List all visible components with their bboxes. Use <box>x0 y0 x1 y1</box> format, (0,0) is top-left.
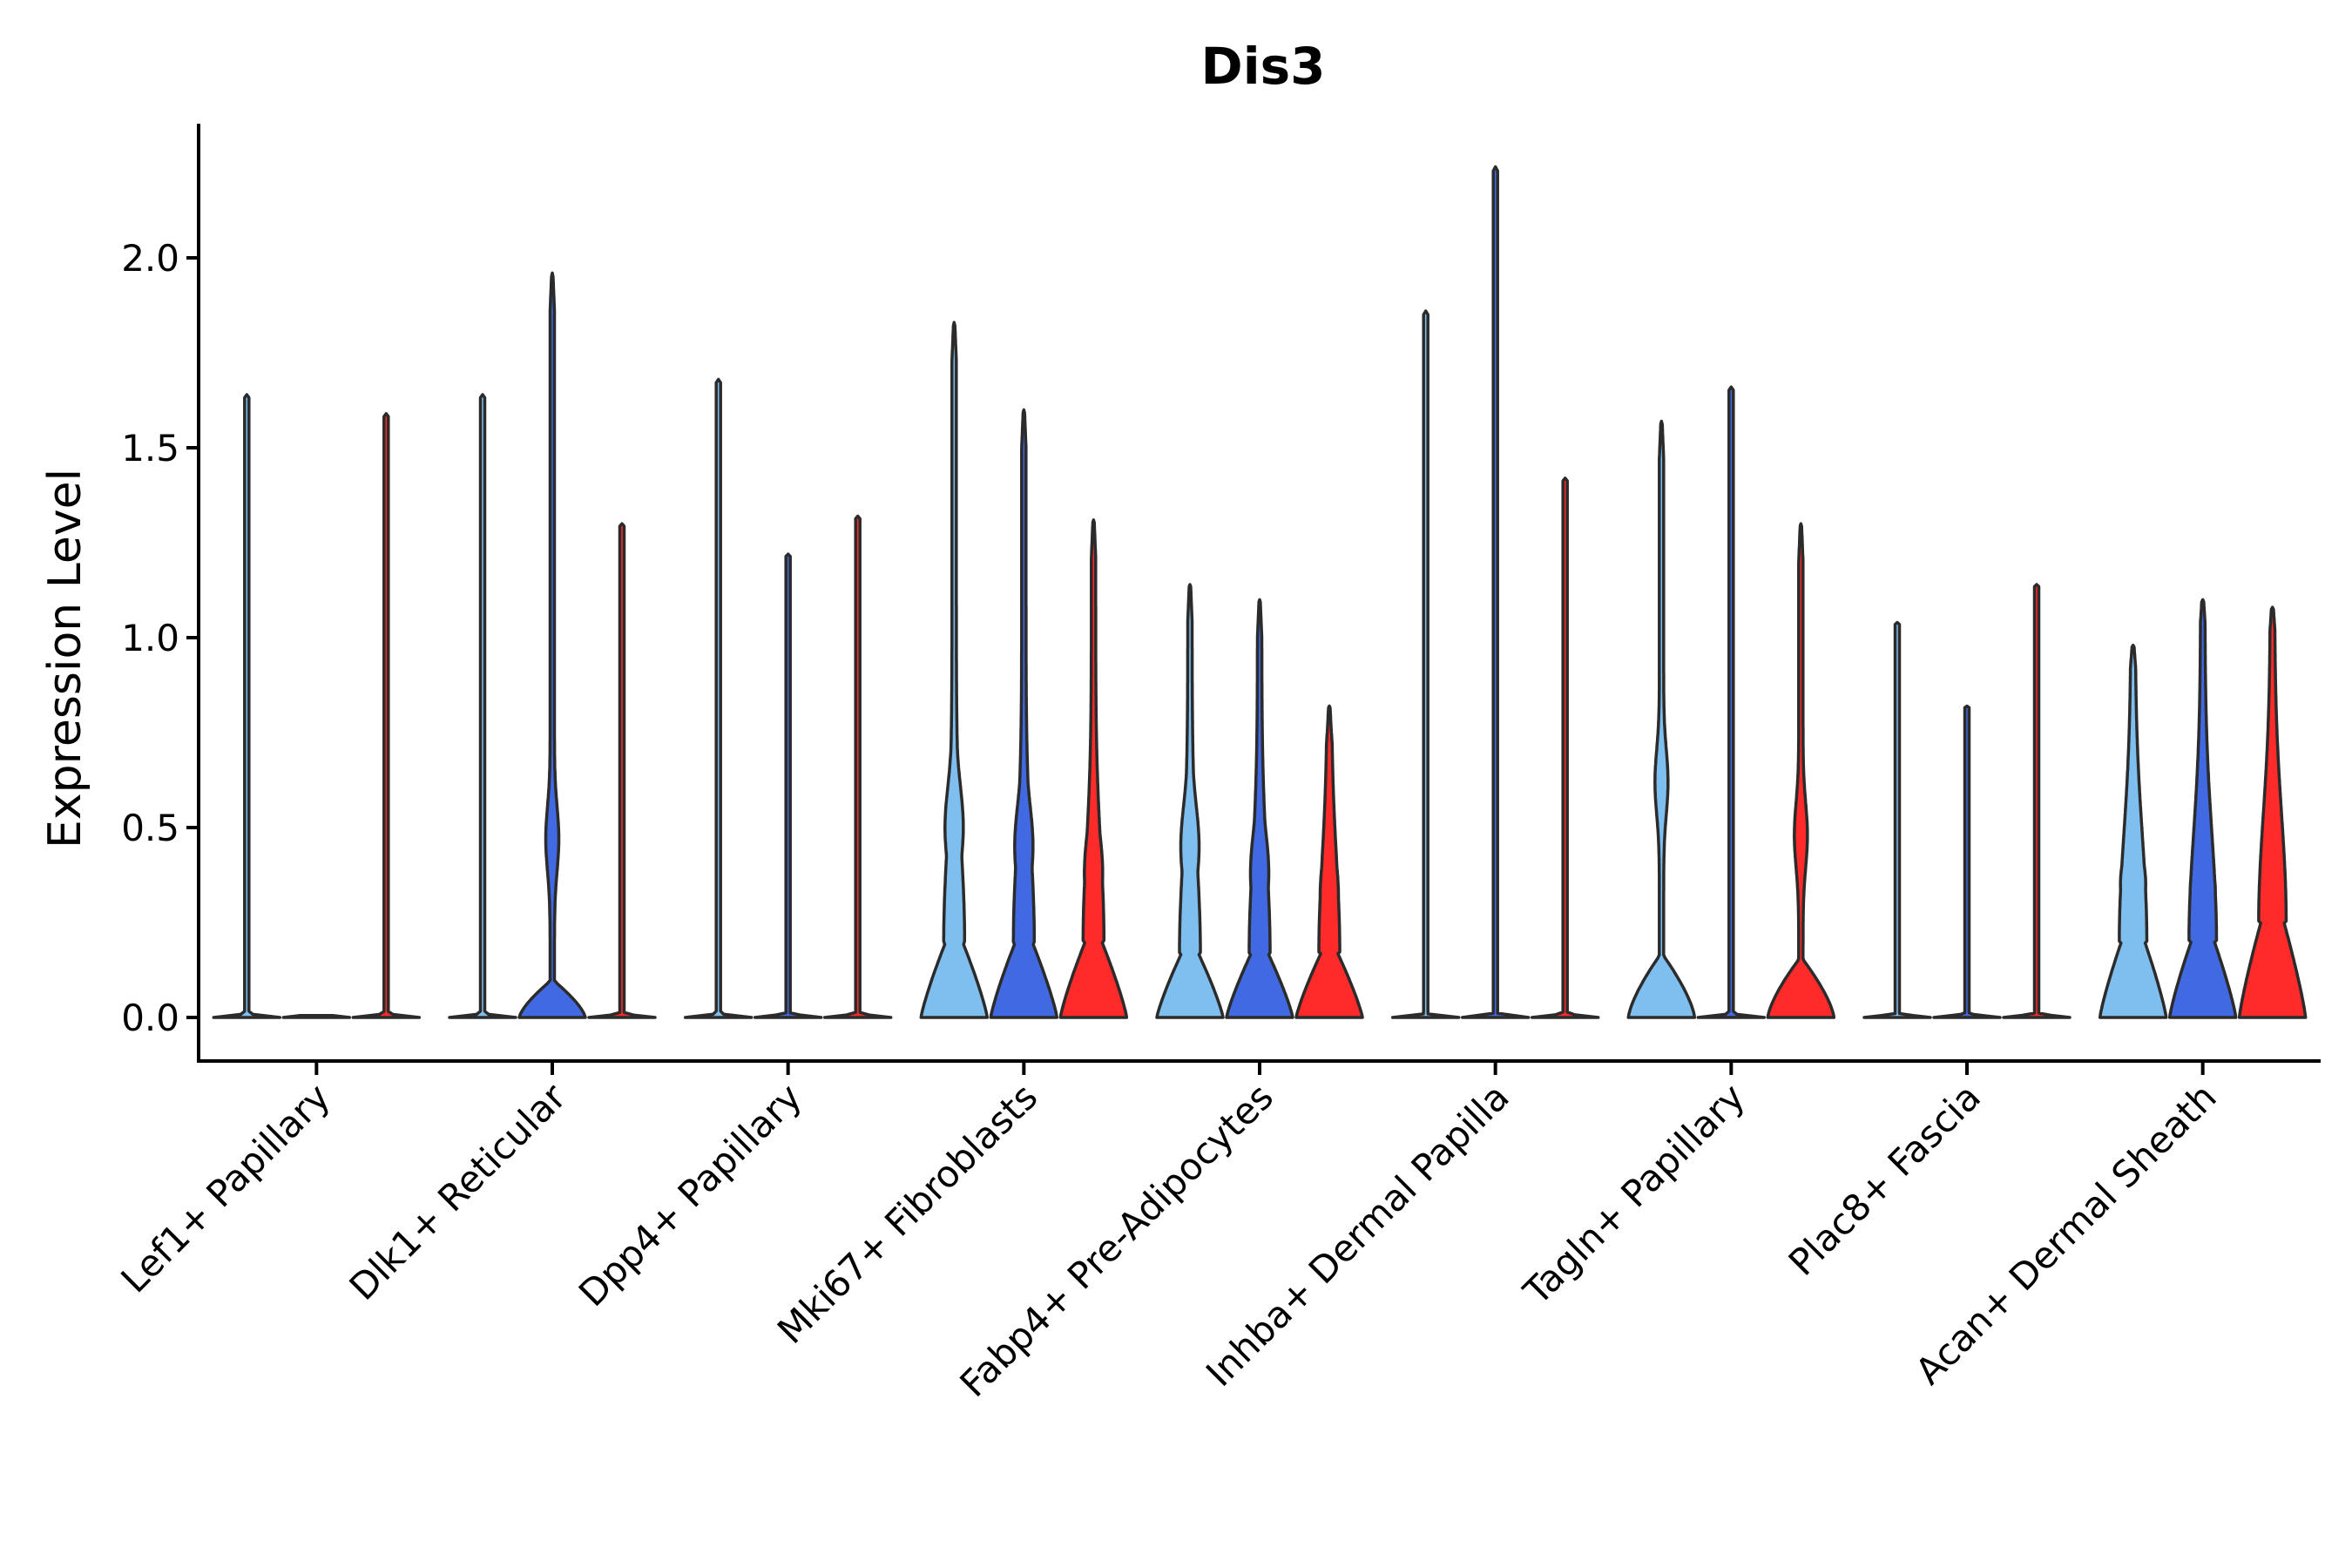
violin-7-2 <box>2002 583 2072 1019</box>
violin-1-1 <box>517 271 587 1019</box>
violin-0-1 <box>281 1014 352 1019</box>
y-tick-label: 0.5 <box>121 807 179 849</box>
violin-3-2 <box>1058 518 1129 1019</box>
x-tick-label: Mki67+ Fibroblasts <box>769 1075 1045 1351</box>
y-axis-label: Expression Level <box>39 469 91 848</box>
violin-0-2 <box>351 412 422 1019</box>
y-tick-label: 2.0 <box>121 237 179 280</box>
violin-2-1 <box>753 552 823 1019</box>
violin-4-1 <box>1225 598 1294 1019</box>
violin-5-0 <box>1390 309 1461 1019</box>
violin-6-2 <box>1766 522 1836 1019</box>
violin-2-0 <box>683 377 754 1019</box>
violin-4-0 <box>1155 583 1225 1019</box>
y-axis-ticks: 0.0 0.5 1.0 1.5 2.0 <box>121 237 199 1039</box>
y-tick-label: 1.5 <box>121 427 179 470</box>
violin-7-0 <box>1862 620 1932 1019</box>
violin-3-1 <box>989 408 1059 1019</box>
x-tick-label: Lef1+ Papillary <box>112 1075 338 1301</box>
violin-8-2 <box>2237 605 2308 1019</box>
violin-5-1 <box>1460 165 1531 1019</box>
violin-0-0 <box>212 393 282 1019</box>
violin-3-0 <box>919 321 990 1019</box>
y-tick-label: 1.0 <box>121 617 179 659</box>
x-tick-label: Dpp4+ Papillary <box>571 1075 810 1315</box>
violin-2-2 <box>822 514 893 1019</box>
violin-1-0 <box>448 393 517 1019</box>
x-tick-label: Plac8+ Fascia <box>1781 1075 1989 1283</box>
violin-6-1 <box>1696 385 1767 1019</box>
x-tick-label: Dlk1+ Reticular <box>341 1075 575 1308</box>
violin-1-2 <box>587 522 657 1019</box>
violin-8-1 <box>2167 598 2238 1019</box>
x-tick-label: Tagln+ Papillary <box>1515 1075 1753 1313</box>
chart-title: Dis3 <box>1201 37 1326 96</box>
violin-5-2 <box>1530 476 1600 1019</box>
violins-group <box>212 165 2308 1019</box>
violin-6-0 <box>1626 419 1697 1019</box>
y-tick-label: 0.0 <box>121 997 179 1039</box>
violin-7-1 <box>1932 704 2002 1019</box>
violin-8-0 <box>2098 643 2168 1019</box>
violin-4-2 <box>1294 704 1364 1019</box>
